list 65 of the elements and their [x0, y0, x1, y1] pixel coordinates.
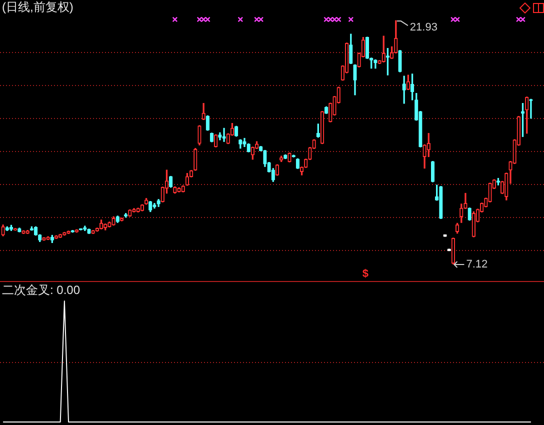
candlestick: [238, 139, 242, 149]
candlestick: [38, 234, 42, 242]
candlestick: [398, 50, 402, 72]
candlestick: [62, 232, 66, 236]
candlestick: [402, 76, 406, 104]
candlestick: [144, 198, 148, 205]
candlestick: [529, 98, 533, 119]
candlestick: [430, 161, 435, 182]
candlestick: [468, 208, 472, 221]
candlestick: [222, 128, 226, 142]
text: 7.12: [466, 258, 488, 271]
candlestick: [525, 96, 529, 134]
candlestick: [54, 235, 58, 239]
candlestick: [451, 238, 456, 264]
candlestick: [210, 132, 214, 142]
candlestick: [520, 103, 525, 137]
candlestick: [156, 199, 160, 207]
candlestick: [206, 115, 210, 131]
candlestick: [275, 164, 280, 176]
candlestick: [296, 158, 300, 169]
candlestick: [214, 134, 218, 148]
candlestick: [198, 125, 202, 146]
candlestick: [83, 226, 87, 231]
candlestick: [288, 152, 292, 162]
candlestick: [324, 106, 328, 114]
candlestick: [34, 226, 38, 236]
candlestick: [87, 228, 91, 234]
candlestick: [120, 218, 124, 222]
candlestick: [279, 156, 284, 162]
candlestick: [22, 230, 26, 234]
candlestick: [410, 74, 414, 100]
candlestick: [26, 230, 30, 234]
candlestick: [74, 229, 79, 233]
candlestick: [284, 154, 288, 160]
candlestick: [177, 187, 181, 192]
candlestick: [112, 216, 116, 226]
candlestick: [66, 230, 70, 234]
candlestick: [128, 209, 132, 217]
candlestick: [50, 234, 54, 243]
candlestick: [426, 133, 430, 158]
candlestick: [439, 186, 443, 219]
candlestick: [132, 208, 136, 212]
candlestick: [374, 59, 378, 69]
candlestick: [472, 211, 476, 238]
candlestick: [194, 148, 198, 171]
candlestick: [140, 204, 144, 212]
candlestick: [316, 124, 320, 138]
candlestick: [5, 226, 9, 231]
candlestick: [422, 144, 426, 169]
candlestick: [443, 234, 447, 237]
text: 21.93: [410, 22, 438, 34]
candlestick: [136, 208, 140, 212]
chart-title: 二次金叉: 0.00: [2, 283, 80, 297]
candlestick: [42, 237, 46, 241]
candlestick: [455, 222, 460, 234]
candlestick: [218, 132, 222, 140]
chart-title: (日线,前复权): [2, 0, 74, 14]
candlestick: [181, 185, 185, 192]
candlestick: [234, 126, 238, 137]
candlestick: [202, 103, 206, 120]
candlestick: [152, 202, 156, 209]
candlestick: [173, 186, 177, 194]
candlestick: [292, 154, 296, 158]
candlestick: [353, 64, 357, 96]
text: $: [362, 268, 368, 280]
